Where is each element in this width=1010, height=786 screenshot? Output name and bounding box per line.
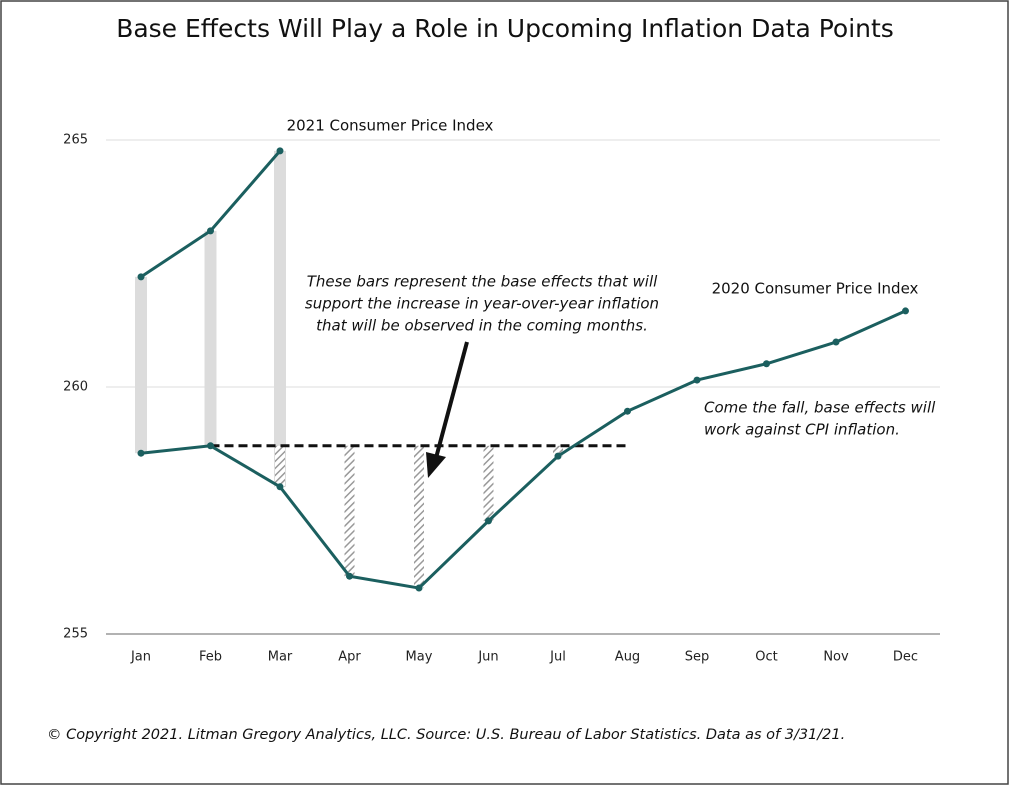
- series-line: [140, 309, 907, 590]
- hatched-bar: [553, 445, 563, 457]
- point: [346, 572, 353, 580]
- x-tick-label: Dec: [893, 650, 918, 665]
- y-tick-label: 265: [63, 133, 88, 148]
- x-tick-label: Feb: [199, 650, 222, 665]
- x-tick-label: Jan: [130, 650, 151, 665]
- point: [207, 442, 214, 450]
- annotation: Come the fall, base effects will: [704, 399, 936, 417]
- annotation: These bars represent the base effects th…: [307, 273, 658, 291]
- point: [763, 360, 770, 368]
- x-tick-label: Jul: [549, 650, 566, 665]
- hatched-bar: [483, 445, 494, 521]
- base-effect-bar: [274, 150, 286, 487]
- annotation: support the increase in year-over-year i…: [305, 295, 659, 313]
- point: [415, 584, 423, 592]
- point: [137, 449, 145, 457]
- chart-title: Base Effects Will Play a Role in Upcomin…: [116, 14, 894, 43]
- x-tick-label: Mar: [268, 650, 293, 665]
- series-label: 2021 Consumer Price Index: [287, 117, 494, 135]
- x-tick-label: Jun: [477, 650, 498, 665]
- series-label: 2020 Consumer Price Index: [712, 280, 919, 298]
- hatched-bar: [414, 445, 424, 589]
- hatched-bar: [344, 445, 355, 577]
- footer: © Copyright 2021. Litman Gregory Analyti…: [47, 727, 845, 743]
- base-effect-bar: [204, 230, 217, 446]
- x-tick-label: Apr: [338, 650, 361, 665]
- x-tick-label: Aug: [615, 650, 640, 665]
- point: [207, 227, 214, 235]
- hatched-bar: [275, 445, 285, 487]
- x-tick-label: Sep: [685, 650, 710, 665]
- point: [276, 147, 284, 155]
- annotation: that will be observed in the coming mont…: [316, 317, 648, 335]
- x-tick-label: Nov: [823, 650, 849, 665]
- point: [485, 517, 492, 525]
- y-tick-label: 255: [63, 627, 88, 642]
- point: [693, 376, 701, 384]
- point: [624, 407, 631, 415]
- x-tick-label: Oct: [755, 650, 777, 665]
- point: [554, 452, 562, 460]
- point: [902, 307, 909, 315]
- arrow-head: [426, 452, 446, 478]
- arrow-shaft: [434, 341, 469, 459]
- y-tick-label: 260: [63, 380, 88, 395]
- annotation: work against CPI inflation.: [704, 421, 900, 439]
- point: [137, 273, 145, 281]
- point: [832, 338, 840, 346]
- point: [276, 483, 284, 491]
- x-tick-label: May: [406, 650, 433, 665]
- base-effect-bar: [135, 276, 147, 454]
